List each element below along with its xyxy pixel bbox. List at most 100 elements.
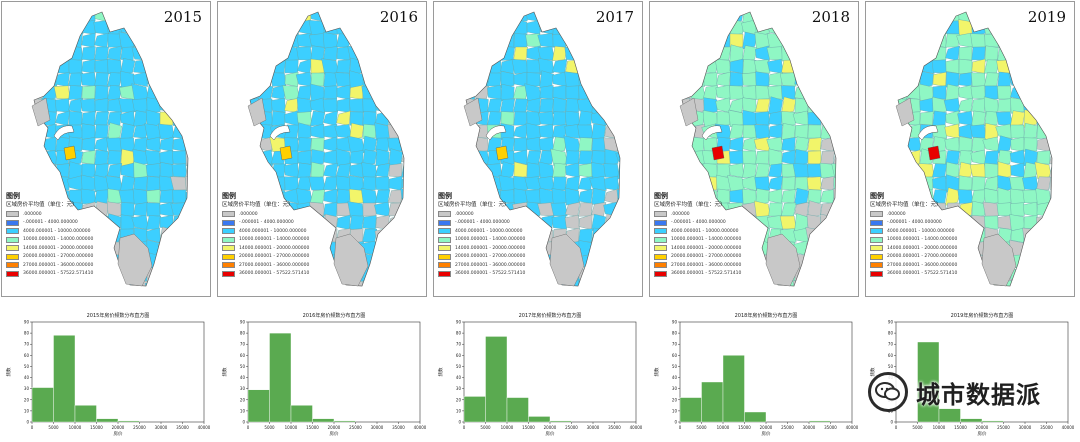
y-tick-label: 70 (240, 342, 246, 347)
district (1023, 215, 1038, 230)
district (729, 71, 744, 88)
district (1010, 279, 1025, 286)
district (729, 12, 745, 23)
y-tick-label: 0 (674, 420, 677, 425)
district (690, 162, 705, 179)
histogram-bar (485, 336, 508, 423)
district (336, 97, 351, 113)
district (81, 12, 96, 23)
district (984, 33, 999, 48)
map-panel-2017: 2017 图例 区域房价平均值（单位：元） .000000 -.000001 - … (433, 1, 643, 297)
histogram-bar (333, 420, 356, 423)
histogram-bar (290, 405, 313, 423)
x-tick-label: 0 (31, 425, 34, 430)
legend-row: 4000.000001 - 10000.000000 (222, 227, 372, 236)
y-tick-label: 30 (240, 386, 246, 391)
legend-label: 20000.000001 - 27000.000000 (671, 254, 742, 260)
legend-swatch (6, 262, 19, 269)
district (81, 32, 96, 48)
legend-swatch (6, 236, 19, 243)
district (107, 280, 122, 286)
legend-row: .000000 (6, 210, 156, 219)
legend-row: 10000.000001 - 14000.000000 (654, 236, 804, 245)
district (565, 12, 581, 23)
legend-label: 4000.000001 - 10000.000000 (239, 228, 307, 234)
district (682, 12, 693, 22)
legend-swatch (222, 270, 235, 277)
district (591, 188, 606, 205)
district (472, 31, 490, 50)
y-tick-label: 10 (672, 408, 678, 413)
district (185, 162, 188, 179)
district (578, 150, 593, 165)
legend-title: 图例 (6, 192, 20, 200)
district (271, 98, 286, 113)
district (958, 136, 973, 153)
district (310, 161, 325, 180)
district (807, 150, 822, 165)
district (282, 33, 300, 48)
district (997, 12, 1012, 22)
district (296, 46, 313, 61)
district (171, 150, 187, 165)
district (55, 12, 70, 22)
district (971, 72, 986, 87)
district (565, 162, 580, 178)
district (997, 85, 1012, 100)
district (133, 33, 149, 48)
district (400, 215, 404, 230)
district (688, 46, 706, 61)
district (781, 111, 796, 126)
district (80, 72, 96, 87)
district (401, 226, 404, 245)
legend-subtitle: 区域房价平均值（单位：元） (222, 202, 294, 208)
legend-swatch (654, 236, 667, 243)
district (118, 98, 136, 113)
x-tick-label: 20000 (976, 425, 989, 430)
legend-label: 36000.000001 - 57522.571410 (239, 271, 310, 277)
district (690, 33, 706, 48)
district (55, 163, 70, 178)
district (466, 150, 476, 165)
legend-label: 14000.000001 - 20000.000000 (239, 245, 310, 251)
district (932, 96, 947, 115)
district (781, 19, 796, 35)
district (716, 278, 731, 286)
district (1049, 279, 1052, 286)
legend-label: .000000 (23, 211, 42, 217)
district (806, 84, 823, 101)
district (1049, 163, 1052, 178)
district (1009, 149, 1025, 165)
district (159, 267, 174, 282)
district (283, 12, 299, 22)
legend-swatch (438, 219, 451, 226)
map-panel-2016: 2016 图例 区域房价平均值（单位：元） .000000 -.000001 - … (217, 1, 427, 297)
district (250, 124, 260, 139)
district (944, 136, 960, 152)
x-tick-label: 5000 (480, 425, 491, 430)
district (487, 33, 503, 48)
district (603, 163, 620, 178)
x-tick-label: 35000 (392, 425, 405, 430)
x-tick-label: 25000 (781, 425, 794, 430)
district (820, 280, 835, 286)
x-tick-label: 15000 (522, 425, 535, 430)
district (474, 46, 489, 61)
district (591, 279, 606, 286)
district (682, 19, 693, 36)
district (1010, 97, 1025, 114)
district (906, 59, 921, 74)
x-tick-label: 40000 (1062, 425, 1074, 430)
district (526, 279, 541, 286)
legend-label: 27000.000001 - 36000.000000 (887, 262, 958, 268)
district (120, 123, 136, 140)
district (132, 98, 149, 113)
district (466, 33, 476, 48)
district (94, 46, 109, 61)
x-tick-label: 20000 (760, 425, 773, 430)
district (1022, 279, 1038, 286)
district (701, 279, 719, 286)
district (615, 46, 620, 61)
district (375, 176, 390, 191)
district (1036, 228, 1051, 243)
